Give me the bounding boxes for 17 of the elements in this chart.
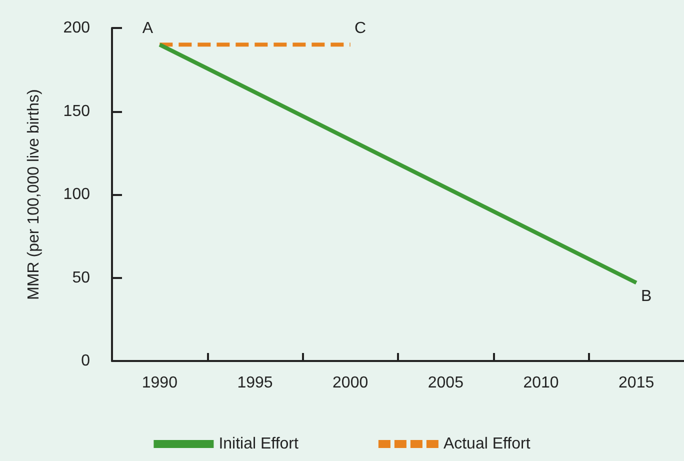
annotation: A: [142, 20, 154, 38]
annotation: C: [354, 20, 366, 38]
legend-label: Actual Effort: [443, 436, 531, 452]
y-tick-label: 50: [72, 269, 90, 286]
x-tick-label: 2015: [618, 374, 654, 392]
y-tick-label: 100: [63, 186, 90, 203]
y-axis-title: MMR (per 100,000 live births): [26, 89, 42, 300]
annotation: B: [640, 288, 652, 306]
x-tick-label: 2005: [428, 374, 464, 392]
x-tick-label: 1990: [142, 374, 178, 392]
y-tick-label: 0: [81, 352, 90, 370]
legend-label: Initial Effort: [218, 436, 299, 452]
x-tick-label: 1995: [237, 374, 273, 392]
y-tick-label: 150: [63, 102, 90, 120]
x-tick-label: 2010: [523, 374, 559, 392]
x-tick-label: 2000: [332, 374, 368, 392]
y-tick-label: 200: [63, 20, 90, 36]
